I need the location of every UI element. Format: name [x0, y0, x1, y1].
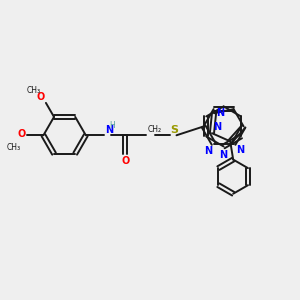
- Text: O: O: [121, 156, 129, 166]
- Text: S: S: [171, 125, 178, 135]
- Text: N: N: [220, 150, 228, 160]
- Text: H: H: [110, 121, 116, 130]
- Text: CH₃: CH₃: [26, 85, 40, 94]
- Text: N: N: [105, 125, 113, 135]
- Text: CH₂: CH₂: [147, 125, 161, 134]
- Text: N: N: [213, 122, 221, 132]
- Text: N: N: [236, 145, 244, 155]
- Text: O: O: [17, 129, 26, 140]
- Text: CH₃: CH₃: [7, 142, 21, 152]
- Text: O: O: [36, 92, 44, 102]
- Text: N: N: [216, 108, 224, 118]
- Text: N: N: [204, 146, 212, 156]
